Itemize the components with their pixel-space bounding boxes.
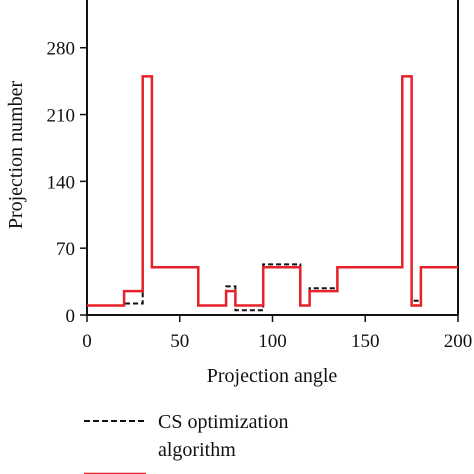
tick-marks: 0 50 100 150 200 0 70 140 210 280 [47, 39, 473, 352]
series-line-2 [87, 75, 458, 307]
y-tick-label: 140 [47, 172, 76, 193]
y-axis-title: Projection number [5, 81, 27, 230]
legend-label-line2: algorithm [158, 439, 236, 461]
y-tick-label: 70 [56, 239, 75, 260]
y-tick-label: 210 [47, 106, 76, 127]
legend: CS optimization algorithm [84, 411, 289, 474]
x-tick-label: 0 [82, 331, 92, 352]
x-tick-label: 50 [170, 331, 189, 352]
x-tick-label: 200 [444, 331, 473, 352]
y-tick-label: 280 [47, 39, 76, 60]
y-tick-label: 0 [66, 306, 76, 327]
series-layer [87, 75, 458, 312]
x-tick-label: 100 [258, 331, 287, 352]
x-axis-title: Projection angle [207, 365, 338, 387]
x-tick-label: 150 [351, 331, 380, 352]
legend-label-line1: CS optimization [158, 411, 289, 433]
